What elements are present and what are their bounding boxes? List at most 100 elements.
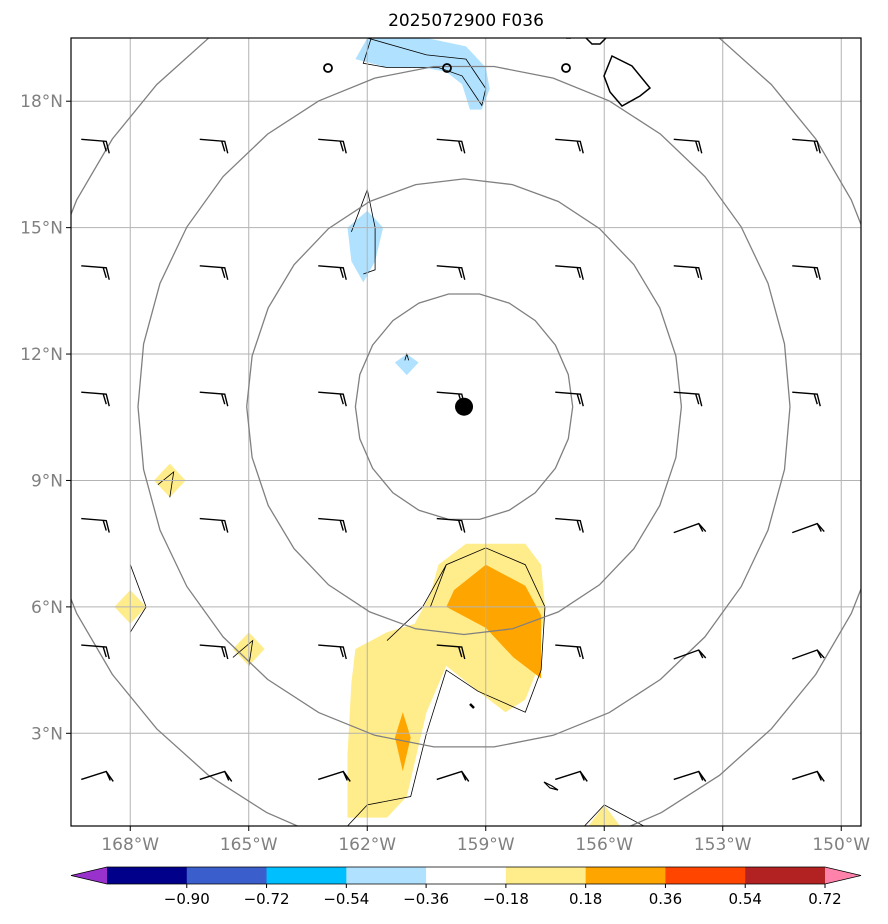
- wind-barb: [199, 644, 229, 660]
- wind-barb: [555, 770, 588, 782]
- colorbar-label: −0.72: [244, 890, 290, 908]
- colorbar-label: −0.18: [483, 890, 529, 908]
- small-island: [469, 703, 475, 709]
- x-tick-label: 162°W: [338, 835, 396, 855]
- hawaii-coastline: [323, 38, 652, 791]
- range-rings: [71, 38, 861, 826]
- wind-barb: [792, 649, 825, 660]
- colorbar-segment: [745, 867, 826, 884]
- wind-barb: [792, 265, 821, 280]
- wind-barb: [81, 265, 110, 280]
- wind-barb: [325, 10, 331, 35]
- longitude-axis: 168°W 165°W 162°W 159°W 156°W 153°W 150°W: [101, 826, 870, 855]
- wind-barb: [81, 138, 110, 154]
- wind-barb: [207, 10, 213, 35]
- graticule: [71, 38, 861, 826]
- colorbar-segment: [346, 867, 427, 884]
- range-ring: [354, 293, 574, 521]
- x-tick-label: 153°W: [694, 835, 752, 855]
- wind-barb: [792, 391, 821, 407]
- maui-island: [585, 38, 607, 45]
- wind-barb: [318, 644, 347, 660]
- wind-barb: [318, 391, 347, 407]
- colorbar-label: 0.72: [808, 890, 841, 908]
- wind-barb: [673, 391, 703, 407]
- chart-title: 2025072900 F036: [388, 11, 544, 31]
- wind-barb: [436, 138, 466, 154]
- atoll-marker: [323, 63, 333, 73]
- x-tick-label: 156°W: [575, 835, 633, 855]
- wind-barb: [555, 644, 584, 660]
- colorbar: −0.90 −0.72 −0.54 −0.36 −0.18 0.18 0.36 0.54 0.7…: [70, 866, 862, 908]
- y-tick-label: 9°N: [31, 471, 63, 491]
- wind-barb: [81, 391, 110, 407]
- atoll-marker: [561, 63, 571, 73]
- contour-fill-region: [394, 354, 419, 376]
- hawaii-big-island: [603, 54, 652, 107]
- wind-barb: [673, 522, 707, 534]
- wind-barb: [562, 10, 568, 35]
- wind-barb: [792, 770, 825, 782]
- colorbar-label: −0.36: [403, 890, 449, 908]
- wind-barb: [318, 770, 351, 782]
- wind-barb: [88, 10, 94, 35]
- y-tick-label: 12°N: [20, 345, 63, 365]
- wind-barb: [673, 770, 707, 782]
- wind-barb: [81, 770, 114, 782]
- wind-barb: [199, 517, 229, 533]
- plot-area: [71, 10, 861, 826]
- plot-frame: [70, 37, 862, 827]
- y-tick-label: 3°N: [31, 724, 63, 744]
- range-ring: [246, 178, 683, 636]
- colorbar-extend-high: [825, 867, 861, 884]
- contour-fill-region: [394, 712, 411, 772]
- colorbar-label: 0.54: [729, 890, 762, 908]
- wind-barb: [555, 265, 584, 280]
- wind-barb: [81, 517, 110, 533]
- colorbar-outline: [70, 866, 862, 885]
- x-tick-label: 159°W: [457, 835, 515, 855]
- wind-barb: [673, 649, 707, 660]
- storm-center-marker: [455, 397, 474, 416]
- contour-fill-region: [355, 38, 490, 110]
- wind-barb: [318, 138, 347, 154]
- wind-barb: [792, 522, 825, 534]
- y-tick-label: 6°N: [31, 598, 63, 618]
- latitude-axis: 3°N 6°N 9°N 12°N 15°N 18°N: [20, 92, 71, 744]
- contour-line: [362, 38, 487, 107]
- range-ring: [71, 38, 861, 826]
- wind-barb: [681, 10, 687, 35]
- colorbar-segment: [505, 867, 587, 884]
- colorbar-segment: [585, 867, 666, 884]
- wind-barb: [318, 517, 347, 533]
- colorbar-segment: [426, 867, 507, 884]
- colorbar-label: −0.54: [323, 890, 369, 908]
- range-ring: [137, 65, 791, 748]
- x-tick-label: 168°W: [101, 835, 159, 855]
- wind-barb: [799, 10, 805, 35]
- y-tick-label: 15°N: [20, 219, 63, 239]
- colorbar-label: −0.90: [164, 890, 210, 908]
- colorbar-segment: [186, 867, 268, 884]
- x-tick-label: 165°W: [220, 835, 278, 855]
- small-island: [543, 781, 559, 791]
- wind-barb: [673, 138, 703, 154]
- wind-barb: [199, 391, 229, 407]
- wind-barb: [81, 644, 110, 660]
- atoll-marker: [442, 63, 452, 73]
- wind-barb: [436, 265, 466, 280]
- x-tick-label: 150°W: [812, 835, 870, 855]
- wind-barb: [792, 138, 821, 154]
- contour-fill-region: [347, 210, 384, 283]
- wind-barbs: [81, 10, 825, 782]
- wind-barb: [555, 391, 584, 407]
- colorbar-segment: [107, 867, 188, 884]
- colorbar-label: 0.18: [569, 890, 602, 908]
- colorbar-segment: [665, 867, 746, 884]
- wind-barb: [199, 770, 233, 782]
- contour-fill-region: [446, 564, 542, 679]
- colorbar-segment: [266, 867, 347, 884]
- wind-barb: [436, 644, 466, 660]
- wind-barb: [318, 265, 347, 280]
